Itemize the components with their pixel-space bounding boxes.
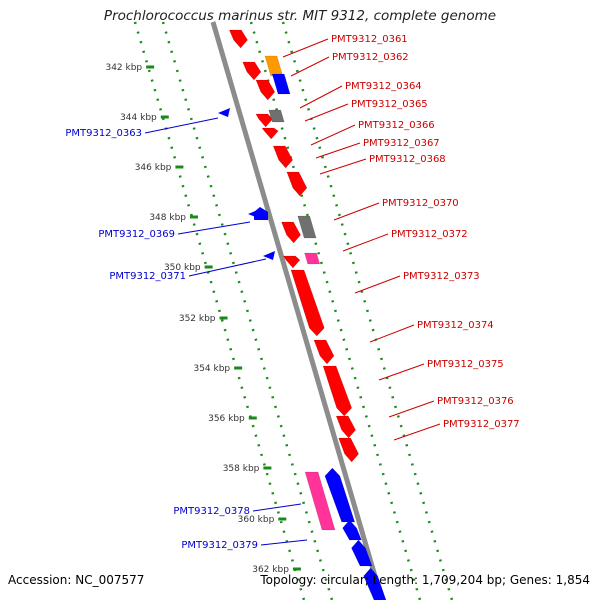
kbp-tick-label: 358 kbp — [223, 464, 260, 474]
map-title: Prochlorococcus marinus str. MIT 9312, c… — [103, 8, 497, 24]
gene-label-forward[interactable]: PMT9312_0361 — [331, 34, 408, 45]
accession-text: Accession: NC_007577 — [8, 573, 145, 587]
kbp-tick-label: 346 kbp — [135, 163, 172, 173]
label-leader-line — [333, 202, 380, 221]
gene-feature-forward[interactable] — [313, 339, 335, 365]
label-leader-line — [369, 324, 415, 343]
gene-feature-gray[interactable] — [268, 109, 285, 123]
kbp-tick-label: 360 kbp — [238, 515, 275, 525]
gene-feature-forward[interactable] — [290, 269, 325, 337]
gene-label-forward[interactable]: PMT9312_0377 — [443, 419, 520, 430]
label-leader-line — [177, 221, 251, 235]
kbp-tick-label: 354 kbp — [193, 364, 230, 374]
gene-feature-gray[interactable] — [297, 215, 317, 239]
gene-label-forward[interactable]: PMT9312_0364 — [345, 81, 422, 92]
gene-feature-forward[interactable] — [272, 145, 293, 169]
label-leader-line — [342, 233, 389, 252]
small-reverse-feature[interactable] — [263, 251, 275, 260]
gene-feature-forward[interactable] — [242, 61, 262, 81]
kbp-tick-label: 362 kbp — [252, 565, 289, 575]
label-leader-line — [354, 275, 401, 294]
label-leader-line — [310, 124, 356, 146]
gene-label-forward[interactable]: PMT9312_0367 — [363, 138, 440, 149]
kbp-tick-label: 352 kbp — [179, 314, 216, 324]
gene-feature-forward[interactable] — [286, 171, 308, 197]
gene-feature-reverse[interactable] — [271, 73, 291, 95]
gene-label-forward[interactable]: PMT9312_0368 — [369, 154, 446, 165]
gene-label-reverse[interactable]: PMT9312_0369 — [98, 229, 175, 240]
gene-labels: PMT9312_0361 PMT9312_0362 PMT9312_0364 PMT9… — [65, 34, 519, 551]
gene-label-forward[interactable]: PMT9312_0375 — [427, 359, 504, 370]
genome-summary-text: Topology: circular; Length: 1,709,204 bp… — [260, 573, 590, 587]
gene-feature-forward[interactable] — [338, 437, 359, 463]
gene-label-reverse[interactable]: PMT9312_0363 — [65, 128, 142, 139]
label-leader-line — [378, 363, 425, 381]
gene-label-forward[interactable]: PMT9312_0376 — [437, 396, 514, 407]
gene-label-reverse[interactable]: PMT9312_0378 — [173, 506, 250, 517]
kbp-tick-label: 356 kbp — [208, 414, 245, 424]
gene-feature-forward[interactable] — [228, 29, 248, 49]
label-leader-line — [252, 503, 302, 512]
label-leader-line — [393, 423, 441, 441]
gene-feature-forward[interactable] — [255, 79, 276, 101]
gene-feature-reverse[interactable] — [351, 539, 373, 567]
gene-feature-forward[interactable] — [261, 127, 279, 140]
gene-feature-forward[interactable] — [281, 221, 301, 244]
label-leader-line — [299, 85, 343, 109]
kbp-tick-label: 348 kbp — [149, 213, 186, 223]
gene-feature-forward[interactable] — [282, 255, 301, 269]
gene-label-reverse[interactable]: PMT9312_0379 — [181, 540, 258, 551]
gene-label-forward[interactable]: PMT9312_0373 — [403, 271, 480, 282]
gene-feature-reverse[interactable] — [363, 567, 387, 600]
gene-feature-reverse[interactable] — [342, 519, 362, 541]
gene-feature-pink[interactable] — [304, 471, 336, 531]
label-leader-line — [144, 117, 219, 134]
label-leader-line — [315, 142, 361, 159]
gene-label-forward[interactable]: PMT9312_0370 — [382, 198, 459, 209]
kbp-tick-label: 342 kbp — [105, 63, 142, 73]
gene-label-reverse[interactable]: PMT9312_0371 — [109, 271, 186, 282]
gene-feature-forward[interactable] — [335, 415, 356, 439]
gene-features — [218, 29, 387, 600]
reverse-feature-0369[interactable] — [254, 207, 268, 220]
label-leader-line — [188, 258, 267, 277]
gene-feature-forward[interactable] — [255, 113, 274, 128]
gene-label-forward[interactable]: PMT9312_0372 — [391, 229, 468, 240]
small-reverse-feature[interactable] — [218, 108, 230, 117]
label-leader-line — [290, 56, 330, 77]
gene-label-forward[interactable]: PMT9312_0365 — [351, 99, 428, 110]
label-leader-line — [260, 539, 308, 546]
label-leader-line — [282, 38, 329, 58]
gene-label-forward[interactable]: PMT9312_0374 — [417, 320, 494, 331]
kbp-tick-label: 344 kbp — [120, 113, 157, 123]
label-leader-line — [388, 400, 435, 418]
kbp-tick-label: 350 kbp — [164, 263, 201, 273]
gene-feature-orange[interactable] — [264, 55, 284, 77]
guide-inner-left — [161, 21, 334, 600]
gene-label-forward[interactable]: PMT9312_0362 — [332, 52, 409, 63]
label-leader-line — [304, 103, 349, 122]
kbp-ticks: 342 kbp 344 kbp 346 kbp 348 kbp 350 kbp 352 k… — [105, 63, 301, 575]
gene-feature-pink[interactable] — [304, 252, 321, 265]
genome-backbone — [210, 21, 385, 600]
gene-feature-forward[interactable] — [322, 365, 352, 417]
label-leader-line — [319, 158, 367, 175]
gene-label-forward[interactable]: PMT9312_0366 — [358, 120, 435, 131]
